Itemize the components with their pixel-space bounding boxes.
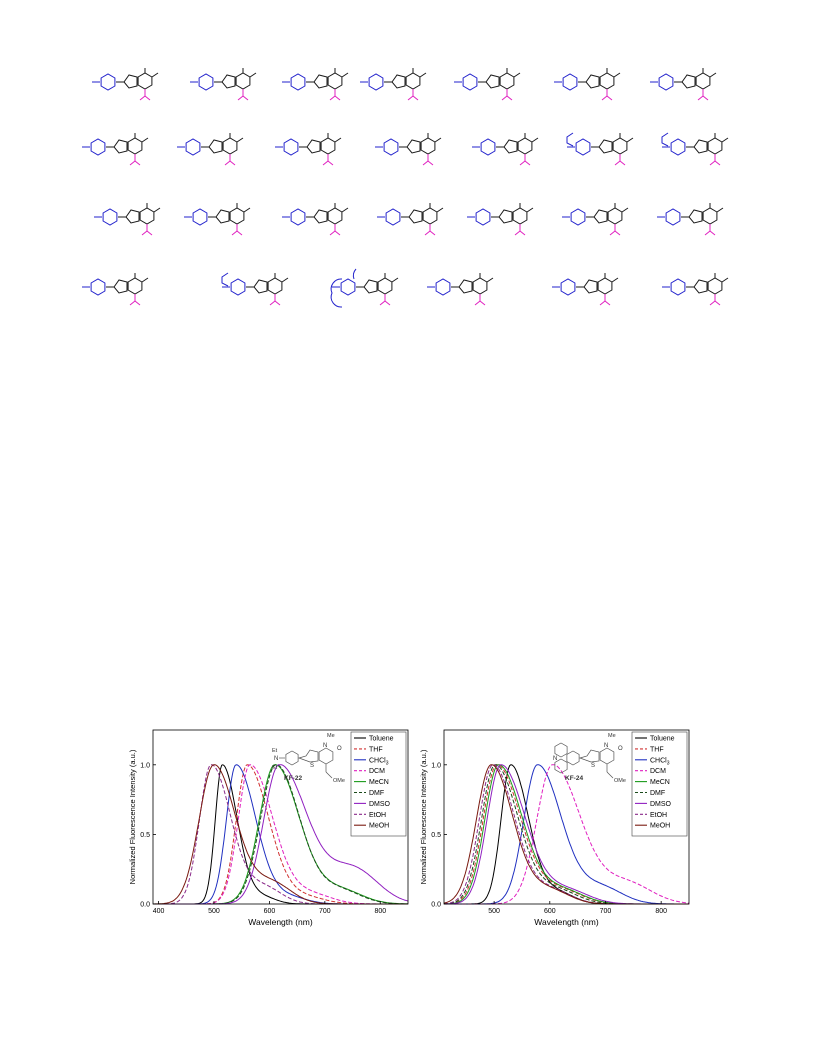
structure-ring	[285, 750, 299, 766]
x-tick-label: 700	[319, 908, 331, 915]
fluorescence-chart-kf22: 400 500 600 700 800 0.0 0.5 1.0 Wavelength (nm) N…	[128, 729, 409, 927]
molecule-structure	[661, 132, 729, 166]
molecule-structure	[275, 133, 342, 166]
structure-ring	[554, 742, 568, 758]
n-methyl-label: Me	[327, 733, 335, 739]
x-tick-label: 600	[544, 908, 556, 915]
structure-thiophene	[578, 749, 600, 763]
chemical-structures-grid	[82, 68, 729, 308]
compound-label: KF-24	[565, 775, 583, 782]
legend-label: MeOH	[650, 823, 670, 830]
carbonyl-o-label: O	[337, 746, 342, 752]
ring-s-label: S	[310, 763, 314, 769]
legend-label: Toluene	[369, 736, 394, 743]
molecule-structure	[454, 68, 521, 101]
structure-ring	[318, 747, 334, 765]
y-tick-label: 0.0	[140, 902, 150, 909]
x-tick-label: 500	[488, 908, 500, 915]
y-tick-label: 1.0	[431, 762, 441, 769]
legend-label: Toluene	[650, 736, 675, 743]
molecule-structure	[184, 203, 251, 236]
carbonyl-o-label: O	[618, 746, 623, 752]
molecule-structure	[282, 68, 349, 101]
x-tick-label: 700	[600, 908, 612, 915]
axes: 500 600 700 800 0.0 0.5 1.0 Wavelength (nm) Norm…	[419, 729, 690, 927]
amine-n-label: N	[274, 756, 278, 762]
plot-frame	[152, 729, 409, 905]
y-tick-label: 0.5	[431, 832, 441, 839]
legend-label: MeOH	[369, 823, 389, 830]
molecule-structure	[554, 68, 621, 101]
legend-label: DMSO	[369, 801, 391, 808]
x-tick-label: 600	[264, 908, 276, 915]
y-tick-label: 1.0	[140, 762, 150, 769]
molecule-structure	[427, 273, 494, 306]
y-tick-label: 0.5	[140, 832, 150, 839]
legend-label: DMSO	[650, 801, 672, 808]
structure-ring	[566, 750, 580, 766]
molecule-structure	[360, 68, 427, 101]
legend-label: DMF	[369, 790, 384, 797]
molecule-structure	[472, 133, 539, 166]
x-tick-label: 800	[374, 908, 386, 915]
y-axis-label: Normalized Fluorescence Intensity (a.u.)	[419, 749, 428, 884]
y-axis-label: Normalized Fluorescence Intensity (a.u.)	[128, 749, 137, 884]
ring-n-label: N	[604, 743, 608, 749]
x-axis-label: Wavelength (nm)	[534, 917, 599, 927]
axes: 400 500 600 700 800 0.0 0.5 1.0 Wavelength (nm) N…	[128, 729, 409, 927]
molecule-structure	[377, 203, 444, 236]
legend-label: THF	[369, 746, 383, 753]
ester-label: OMe	[614, 778, 626, 784]
ring-s-label: S	[591, 763, 595, 769]
molecule-structure	[657, 203, 724, 236]
molecule-structure	[94, 203, 161, 236]
molecule-structure	[562, 203, 629, 236]
molecule-structure	[221, 272, 289, 306]
legend-label: DCM	[369, 768, 385, 775]
x-tick-label: 400	[153, 908, 165, 915]
legend: Toluene THF CHCl3 DCM MeCN DMF DMSO EtOH MeOH	[631, 731, 688, 837]
molecule-structure	[566, 132, 634, 166]
molecule-structure	[662, 273, 729, 306]
legend-label: DCM	[650, 768, 666, 775]
compound-label: KF-22	[284, 775, 302, 782]
legend: Toluene THF CHCl3 DCM MeCN DMF DMSO EtOH MeOH	[350, 731, 407, 837]
legend-label: EtOH	[369, 812, 386, 819]
molecule-structure	[375, 133, 442, 166]
legend-label: THF	[650, 746, 664, 753]
legend-label: EtOH	[650, 812, 667, 819]
alkyl-label-1: Et	[272, 748, 278, 754]
structure-thiophene	[297, 749, 319, 763]
molecule-structure	[330, 268, 399, 308]
fluorescence-chart-kf24: 500 600 700 800 0.0 0.5 1.0 Wavelength (nm) Norm…	[419, 729, 690, 927]
molecule-structure	[650, 68, 717, 101]
legend-label: MeCN	[369, 779, 389, 786]
x-tick-label: 500	[208, 908, 220, 915]
molecule-structure	[282, 203, 349, 236]
n-methyl-label: Me	[608, 733, 616, 739]
molecule-structure	[82, 273, 149, 306]
amine-n-label: N	[553, 756, 557, 762]
x-axis-label: Wavelength (nm)	[248, 917, 313, 927]
y-tick-label: 0.0	[431, 902, 441, 909]
alkyl-label-2: Et	[272, 765, 278, 771]
x-tick-label: 800	[655, 908, 667, 915]
legend-label: DMF	[650, 790, 665, 797]
ring-n-label: N	[323, 743, 327, 749]
legend-label: MeCN	[650, 779, 670, 786]
molecule-structure	[552, 273, 619, 306]
legend-label: CHCl3	[369, 757, 389, 766]
molecule-structure	[92, 68, 159, 101]
ester-label: OMe	[333, 778, 345, 784]
molecule-structure	[82, 133, 149, 166]
plot-frame	[443, 729, 690, 905]
molecule-structure	[190, 68, 257, 101]
structure-ring	[554, 758, 568, 774]
molecule-structure	[467, 203, 534, 236]
legend-label: CHCl3	[650, 757, 670, 766]
molecule-structure	[177, 133, 244, 166]
structure-ring	[599, 747, 615, 765]
